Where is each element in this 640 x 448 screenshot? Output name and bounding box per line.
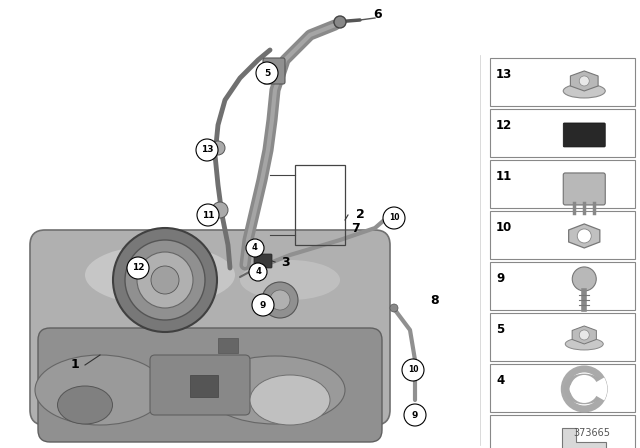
Circle shape [579,330,589,340]
Polygon shape [572,326,596,344]
Ellipse shape [565,338,604,350]
Circle shape [125,240,205,320]
Circle shape [334,16,346,28]
Polygon shape [570,71,598,91]
Polygon shape [563,428,606,448]
Wedge shape [584,378,607,401]
Circle shape [137,252,193,308]
Text: 3: 3 [281,255,289,268]
Text: 4: 4 [496,374,504,387]
FancyBboxPatch shape [263,58,285,84]
Text: 10: 10 [408,366,419,375]
Circle shape [151,266,179,294]
Circle shape [404,404,426,426]
Text: 373665: 373665 [573,428,610,438]
Ellipse shape [240,260,340,300]
Text: 10: 10 [388,214,399,223]
Text: 2: 2 [356,208,364,221]
Circle shape [262,282,298,318]
Circle shape [113,228,217,332]
Bar [490,211,635,259]
Circle shape [402,359,424,381]
Circle shape [127,257,149,279]
Ellipse shape [35,355,165,425]
Text: 4: 4 [255,267,261,276]
Bar [490,364,635,412]
Bar [490,58,635,106]
Circle shape [390,304,398,312]
Bar [490,313,635,361]
Circle shape [212,202,228,218]
Circle shape [383,207,405,229]
Text: 5: 5 [264,69,270,78]
Polygon shape [569,224,600,248]
Text: 8: 8 [431,293,439,306]
Text: 9: 9 [260,301,266,310]
FancyBboxPatch shape [563,173,605,205]
FancyBboxPatch shape [218,338,238,353]
Circle shape [252,294,274,316]
Circle shape [572,267,596,291]
FancyBboxPatch shape [190,375,218,397]
Bar [490,262,635,310]
Ellipse shape [563,84,605,98]
Circle shape [249,263,267,281]
Circle shape [211,141,225,155]
Bar [490,415,635,448]
Circle shape [256,62,278,84]
Ellipse shape [205,356,345,424]
Circle shape [270,290,290,310]
Circle shape [197,204,219,226]
Text: 12: 12 [132,263,144,272]
Text: 13: 13 [201,146,213,155]
Ellipse shape [250,375,330,425]
Text: 13: 13 [496,68,512,81]
Bar [295,165,345,245]
FancyBboxPatch shape [30,230,390,425]
Text: 9: 9 [496,272,504,285]
FancyBboxPatch shape [563,123,605,147]
FancyBboxPatch shape [150,355,250,415]
Circle shape [570,375,598,403]
Text: 12: 12 [496,119,512,132]
Text: 7: 7 [351,221,360,234]
Text: 1: 1 [70,358,79,371]
Bar [490,160,635,208]
Circle shape [579,76,589,86]
Circle shape [246,239,264,257]
Text: 4: 4 [252,244,258,253]
Text: 11: 11 [496,170,512,183]
FancyBboxPatch shape [38,328,382,442]
Ellipse shape [85,245,235,305]
Text: 11: 11 [202,211,214,220]
Circle shape [196,139,218,161]
Ellipse shape [58,386,113,424]
Text: 6: 6 [374,8,382,21]
Circle shape [577,229,591,243]
Text: 5: 5 [496,323,504,336]
Bar [490,109,635,157]
Text: 10: 10 [496,221,512,234]
Text: 9: 9 [412,410,418,419]
FancyBboxPatch shape [254,254,272,268]
